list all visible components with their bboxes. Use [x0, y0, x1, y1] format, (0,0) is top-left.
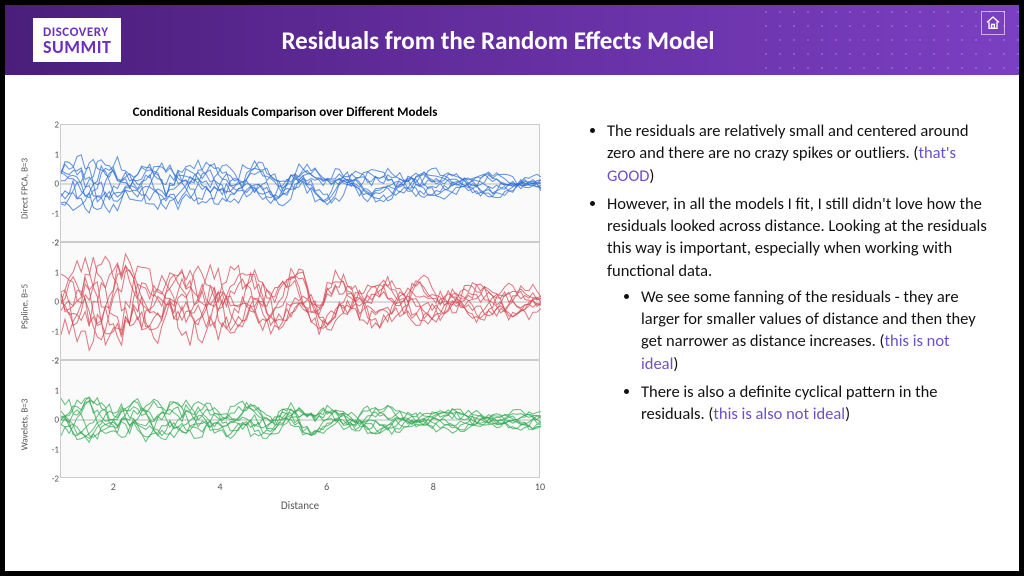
bullet-2a-text-b: ): [673, 354, 678, 374]
y-tick: 0: [54, 297, 59, 308]
x-tick: 6: [324, 480, 329, 493]
y-tick: 2: [54, 238, 59, 249]
y-axis-label: Direct FPCA, B=3: [20, 158, 31, 219]
x-tick: 8: [431, 480, 436, 493]
logo: DISCOVERY SUMMIT: [33, 18, 121, 62]
y-tick: -1: [52, 444, 59, 455]
x-tick: 2: [111, 480, 116, 493]
y-axis-label: PSpline, B=5: [20, 284, 31, 329]
y-tick: 2: [54, 356, 59, 367]
residual-plot: [61, 125, 541, 243]
content: Conditional Residuals Comparison over Di…: [15, 90, 1009, 561]
y-tick: -1: [52, 208, 59, 219]
home-icon[interactable]: [981, 11, 1005, 35]
chart-title: Conditional Residuals Comparison over Di…: [15, 105, 555, 120]
x-tick: 10: [535, 480, 545, 493]
bullet-2a: We see some fanning of the residuals - t…: [641, 286, 989, 375]
y-tick: 0: [54, 415, 59, 426]
bullet-1: The residuals are relatively small and c…: [607, 120, 989, 187]
y-tick: 1: [54, 385, 59, 396]
text-column: The residuals are relatively small and c…: [555, 90, 1009, 561]
slide-header: DISCOVERY SUMMIT Residuals from the Rand…: [5, 5, 1019, 75]
slide-inner: DISCOVERY SUMMIT Residuals from the Rand…: [5, 5, 1019, 571]
slide-title: Residuals from the Random Effects Model: [281, 25, 714, 56]
chart-panel: PSpline, B=5-2-1012: [60, 242, 540, 360]
y-tick: 0: [54, 179, 59, 190]
y-tick: -1: [52, 326, 59, 337]
bullet-list: The residuals are relatively small and c…: [585, 120, 989, 425]
x-axis-label: Distance: [281, 499, 319, 512]
bullet-2-sublist: We see some fanning of the residuals - t…: [607, 286, 989, 426]
bullet-1-text-b: ): [649, 166, 654, 186]
residual-plot: [61, 361, 541, 479]
bullet-2b-text-b: ): [845, 404, 850, 424]
bullet-2: However, in all the models I fit, I stil…: [607, 193, 989, 426]
bullet-1-text-a: The residuals are relatively small and c…: [607, 121, 969, 163]
chart-panel: Wavelets, B=3-2-1012: [60, 360, 540, 478]
chart-panel: Direct FPCA, B=3-2-1012: [60, 124, 540, 242]
y-axis-label: Wavelets, B=3: [20, 399, 31, 451]
y-tick: 2: [54, 120, 59, 131]
x-tick: 4: [217, 480, 222, 493]
y-tick: 1: [54, 267, 59, 278]
bullet-2b: There is also a definite cyclical patter…: [641, 381, 989, 426]
residual-plot: [61, 243, 541, 361]
bullet-2-text: However, in all the models I fit, I stil…: [607, 194, 987, 281]
y-tick: -2: [52, 474, 59, 485]
chart-panels: Direct FPCA, B=3-2-1012PSpline, B=5-2-10…: [60, 124, 555, 478]
x-axis: Distance 246810: [60, 478, 540, 512]
y-tick: 1: [54, 149, 59, 160]
slide: DISCOVERY SUMMIT Residuals from the Rand…: [0, 0, 1024, 576]
chart-column: Conditional Residuals Comparison over Di…: [15, 90, 555, 561]
logo-line2: SUMMIT: [43, 39, 111, 56]
bullet-2b-accent: this is also not ideal: [713, 404, 845, 424]
